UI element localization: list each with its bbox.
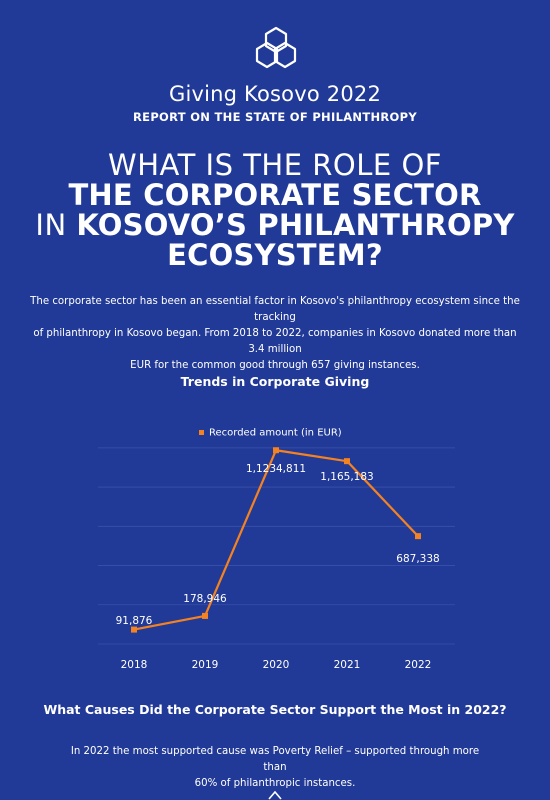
- x-tick-label-2019: 2019: [192, 659, 219, 671]
- intro-line-2: of philanthropy in Kosovo began. From 20…: [33, 328, 517, 355]
- section-paragraph: In 2022 the most supported cause was Pov…: [60, 744, 490, 792]
- section-line-1: In 2022 the most supported cause was Pov…: [70, 746, 480, 773]
- chart-title: Trends in Corporate Giving: [180, 374, 370, 389]
- data-label-2021: 1,165,183: [320, 471, 373, 483]
- data-label-2019: 178,946: [183, 593, 227, 605]
- corporate-giving-line-chart: Recorded amount (in EUR) 91,876 178,946 1,1…: [98, 428, 455, 671]
- data-point-2020: [273, 447, 279, 454]
- headline-line-2: THE CORPORATE SECTOR: [68, 178, 482, 212]
- report-title: Giving Kosovo 2022: [168, 82, 382, 106]
- intro-paragraph: The corporate sector has been an essenti…: [26, 294, 524, 374]
- headline-line-1: WHAT IS THE ROLE OF: [108, 148, 442, 182]
- intro-line-1: The corporate sector has been an essenti…: [30, 296, 520, 323]
- data-point-2018: [131, 626, 137, 633]
- x-tick-label-2021: 2021: [334, 659, 361, 671]
- headline: WHAT IS THE ROLE OF THE CORPORATE SECTOR…: [0, 150, 550, 270]
- data-label-2020: 1,1234,811: [246, 463, 306, 475]
- section-title: What Causes Did the Corporate Sector Sup…: [43, 702, 507, 717]
- legend-marker: [199, 430, 204, 435]
- section-line-2: 60% of philanthropic instances.: [194, 778, 356, 789]
- data-label-2022: 687,338: [396, 553, 439, 565]
- series-line: [133, 449, 419, 631]
- data-label-2018: 91,876: [116, 615, 153, 627]
- data-point-2022: [415, 533, 421, 540]
- intro-line-3: EUR for the common good through 657 givi…: [130, 360, 420, 371]
- x-tick-label-2020: 2020: [263, 659, 290, 671]
- headline-line-3-heavy: KOSOVO’S PHILANTHROPY: [76, 208, 515, 242]
- decorative-glyph-icon: [268, 790, 282, 800]
- headline-line-3: IN KOSOVO’S PHILANTHROPY: [0, 210, 550, 240]
- report-subtitle: REPORT ON THE STATE OF PHILANTHROPY: [133, 110, 417, 124]
- headline-line-4: ECOSYSTEM?: [167, 238, 383, 272]
- legend-label: Recorded amount (in EUR): [209, 428, 342, 439]
- headline-line-3-light: IN: [35, 208, 77, 242]
- x-tick-label-2022: 2022: [405, 659, 432, 671]
- data-point-2021: [344, 458, 350, 465]
- x-tick-label-2018: 2018: [121, 659, 148, 671]
- interlocking-hexagon-logo-icon: [255, 26, 297, 69]
- data-point-2019: [202, 612, 208, 619]
